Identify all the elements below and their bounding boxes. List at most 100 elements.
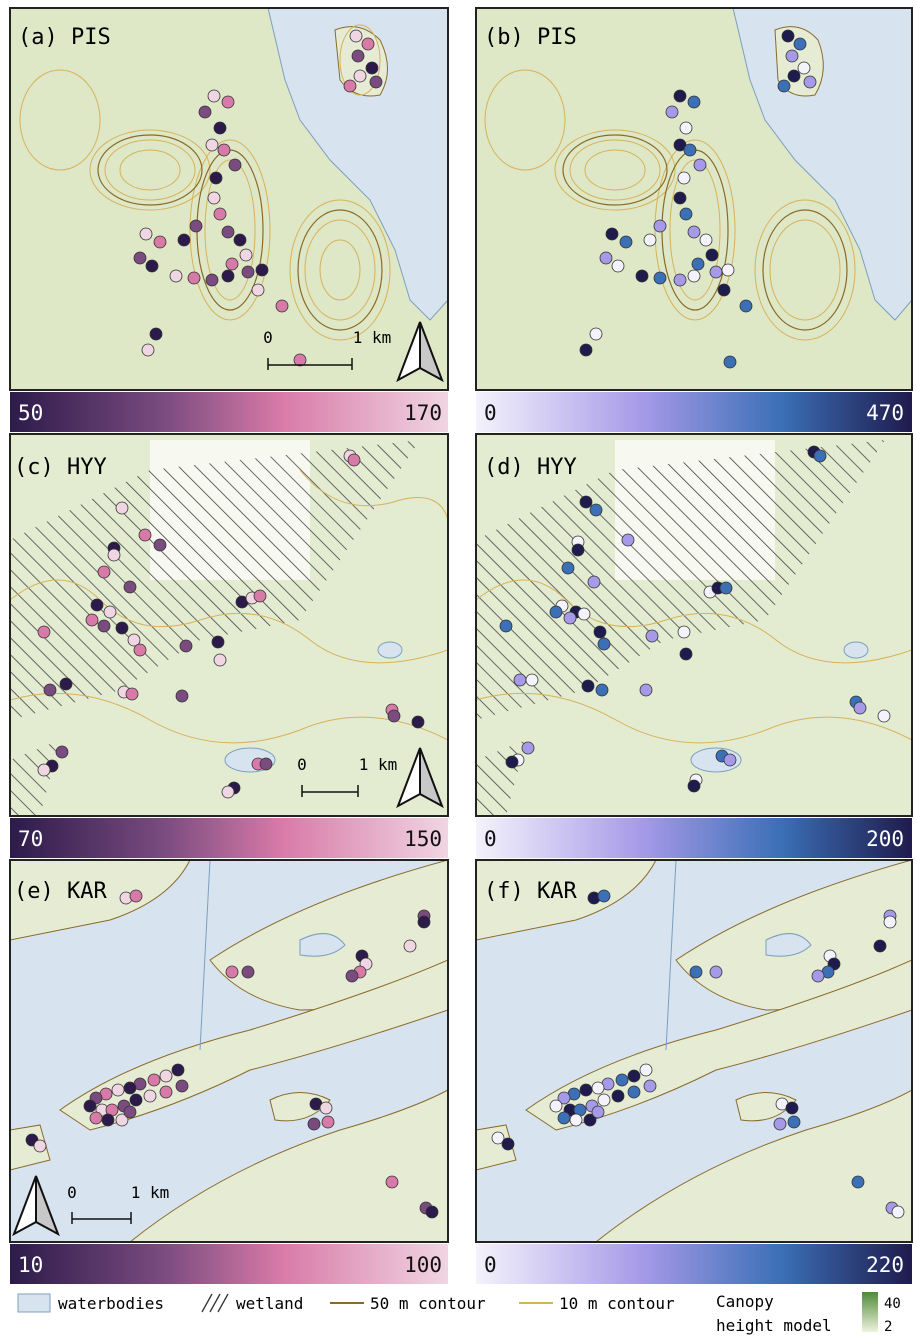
sample-point-marker <box>653 271 667 285</box>
scale-dist-label: 1 km <box>353 328 392 347</box>
sample-point-marker <box>557 1091 571 1105</box>
sample-point-marker <box>579 343 593 357</box>
map-panel-b: (b) PIS <box>476 8 912 390</box>
scale-bar: 0 1 km <box>67 1183 169 1224</box>
sample-point-marker <box>221 785 235 799</box>
legend-chm-line2: height model <box>716 1316 832 1335</box>
sample-point-marker <box>705 248 719 262</box>
colorbar-e: 10 100 <box>10 1244 448 1284</box>
sample-point-marker <box>343 79 357 93</box>
colorbar-max: 150 <box>404 827 442 851</box>
sample-point-marker <box>717 283 731 297</box>
sample-point-marker <box>665 105 679 119</box>
sample-point-marker <box>205 273 219 287</box>
sample-point-marker <box>525 673 539 687</box>
sample-point-marker <box>709 965 723 979</box>
sample-point-marker <box>139 227 153 241</box>
sample-point-marker <box>719 581 733 595</box>
sample-point-marker <box>813 449 827 463</box>
sample-point-marker <box>187 271 201 285</box>
sample-point-marker <box>221 95 235 109</box>
sample-point-marker <box>605 227 619 241</box>
sample-point-marker <box>587 575 601 589</box>
sample-point-marker <box>721 263 735 277</box>
colorbar-min: 0 <box>484 1253 497 1277</box>
sample-point-marker <box>597 1093 611 1107</box>
sample-point-marker <box>549 1099 563 1113</box>
sample-point-marker <box>83 1099 97 1113</box>
colorbar-min: 0 <box>484 401 497 425</box>
sample-point-marker <box>579 1083 593 1097</box>
sample-point-marker <box>403 939 417 953</box>
sample-point-marker <box>627 1085 641 1099</box>
sample-point-marker <box>597 637 611 651</box>
sample-point-marker <box>225 257 239 271</box>
sample-point-marker <box>259 757 273 771</box>
sample-point-marker <box>103 605 117 619</box>
sample-point-marker <box>369 75 383 89</box>
sample-point-marker <box>723 753 737 767</box>
sample-point-marker <box>189 219 203 233</box>
sample-point-marker <box>217 143 231 157</box>
sample-point-marker <box>679 207 693 221</box>
sample-point-marker <box>233 233 247 247</box>
sample-point-marker <box>781 29 795 43</box>
sample-point-marker <box>505 755 519 769</box>
sample-point-marker <box>673 138 687 152</box>
sample-point-marker <box>787 1115 801 1129</box>
colorbar-a: 50 170 <box>10 392 448 432</box>
sample-point-marker <box>387 709 401 723</box>
sample-point-marker <box>425 1205 439 1219</box>
sample-points <box>37 449 425 799</box>
sample-points <box>133 29 383 367</box>
sample-point-marker <box>209 171 223 185</box>
sample-point-marker <box>645 629 659 643</box>
colorbar-min: 50 <box>18 401 43 425</box>
sample-point-marker <box>653 219 667 233</box>
colorbar-b: 0 470 <box>476 392 912 432</box>
sample-point-marker <box>593 625 607 639</box>
sample-point-marker <box>143 1089 157 1103</box>
sample-point-marker <box>635 269 649 283</box>
sample-point-marker <box>579 495 593 509</box>
sample-point-marker <box>129 1093 143 1107</box>
sample-point-marker <box>33 1139 47 1153</box>
sample-point-marker <box>43 683 57 697</box>
sample-point-marker <box>679 647 693 661</box>
sample-point-marker <box>853 701 867 715</box>
sample-point-marker <box>549 605 563 619</box>
sample-point-marker <box>793 37 807 51</box>
sample-point-marker <box>171 1063 185 1077</box>
sample-point-marker <box>639 1063 653 1077</box>
legend-chm-line1: Canopy <box>716 1292 774 1311</box>
sample-point-marker <box>563 611 577 625</box>
sample-point-marker <box>785 1101 799 1115</box>
sample-point-marker <box>687 779 701 793</box>
sample-point-marker <box>591 1081 605 1095</box>
sample-point-marker <box>115 501 129 515</box>
sample-point-marker <box>689 965 703 979</box>
panel-label: (a) PIS <box>18 25 111 50</box>
sample-point-marker <box>709 265 723 279</box>
sample-point-marker <box>891 1205 905 1219</box>
sample-point-marker <box>619 235 633 249</box>
sample-point-marker <box>673 273 687 287</box>
sample-point-marker <box>90 598 104 612</box>
sample-point-marker <box>577 607 591 621</box>
sample-point-marker <box>569 1113 583 1127</box>
legend-contour50: 50 m contour <box>370 1294 486 1313</box>
sample-point-marker <box>127 633 141 647</box>
sample-point-marker <box>59 677 73 691</box>
sample-point-marker <box>597 889 611 903</box>
sample-point-marker <box>37 625 51 639</box>
wetland-area <box>10 440 420 720</box>
sample-point-marker <box>627 1069 641 1083</box>
sample-point-marker <box>677 625 691 639</box>
legend-chm-min: 2 <box>884 1319 892 1335</box>
sample-point-marker <box>521 741 535 755</box>
sample-point-marker <box>241 965 255 979</box>
sample-point-marker <box>213 121 227 135</box>
sample-point-marker <box>177 233 191 247</box>
sample-point-marker <box>89 1111 103 1125</box>
north-arrow-icon <box>396 321 444 383</box>
